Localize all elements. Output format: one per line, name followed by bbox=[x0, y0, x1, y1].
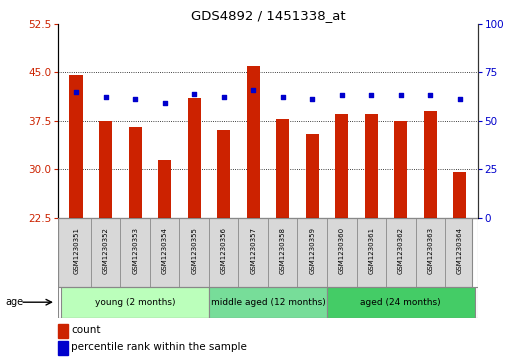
Text: GSM1230356: GSM1230356 bbox=[220, 227, 227, 274]
Bar bbox=[70, 76, 83, 218]
Text: GSM1230361: GSM1230361 bbox=[368, 227, 374, 274]
Point bbox=[279, 94, 287, 100]
Bar bbox=[394, 121, 407, 218]
Text: GSM1230354: GSM1230354 bbox=[162, 228, 168, 274]
Point bbox=[367, 93, 375, 98]
Text: GSM1230360: GSM1230360 bbox=[339, 227, 345, 274]
Bar bbox=[99, 121, 112, 218]
Bar bbox=[335, 114, 348, 218]
Bar bbox=[217, 130, 230, 218]
Point bbox=[308, 97, 316, 102]
Bar bbox=[158, 159, 171, 218]
Text: middle aged (12 months): middle aged (12 months) bbox=[211, 298, 325, 307]
Text: percentile rank within the sample: percentile rank within the sample bbox=[71, 342, 247, 352]
Text: GSM1230358: GSM1230358 bbox=[280, 227, 285, 274]
Text: aged (24 months): aged (24 months) bbox=[361, 298, 441, 307]
Bar bbox=[209, 287, 327, 318]
Bar bbox=[187, 98, 201, 218]
Point bbox=[426, 93, 434, 98]
Text: GSM1230352: GSM1230352 bbox=[103, 228, 109, 274]
Text: GSM1230353: GSM1230353 bbox=[132, 227, 138, 274]
Text: count: count bbox=[71, 325, 101, 335]
Bar bbox=[327, 287, 474, 318]
Text: GSM1230351: GSM1230351 bbox=[73, 227, 79, 274]
Bar bbox=[424, 111, 437, 218]
Point bbox=[249, 87, 257, 93]
Point bbox=[102, 94, 110, 100]
Text: GSM1230357: GSM1230357 bbox=[250, 227, 256, 274]
Bar bbox=[61, 287, 209, 318]
Text: young (2 months): young (2 months) bbox=[95, 298, 175, 307]
Text: age: age bbox=[5, 297, 23, 307]
Text: GSM1230363: GSM1230363 bbox=[427, 227, 433, 274]
Point bbox=[456, 97, 464, 102]
Point bbox=[219, 94, 228, 100]
Title: GDS4892 / 1451338_at: GDS4892 / 1451338_at bbox=[190, 9, 345, 23]
Point bbox=[161, 100, 169, 106]
Text: GSM1230355: GSM1230355 bbox=[191, 228, 197, 274]
Bar bbox=[306, 134, 319, 218]
Text: GSM1230359: GSM1230359 bbox=[309, 227, 315, 274]
Text: GSM1230362: GSM1230362 bbox=[398, 227, 404, 274]
Bar bbox=[276, 119, 290, 218]
Bar bbox=[453, 172, 466, 218]
Bar bbox=[365, 114, 378, 218]
Point bbox=[72, 89, 80, 94]
Bar bbox=[129, 127, 142, 218]
Point bbox=[131, 97, 139, 102]
Point bbox=[397, 93, 405, 98]
Bar bbox=[246, 66, 260, 218]
Text: GSM1230364: GSM1230364 bbox=[457, 227, 463, 274]
Point bbox=[338, 93, 346, 98]
Point bbox=[190, 91, 198, 97]
